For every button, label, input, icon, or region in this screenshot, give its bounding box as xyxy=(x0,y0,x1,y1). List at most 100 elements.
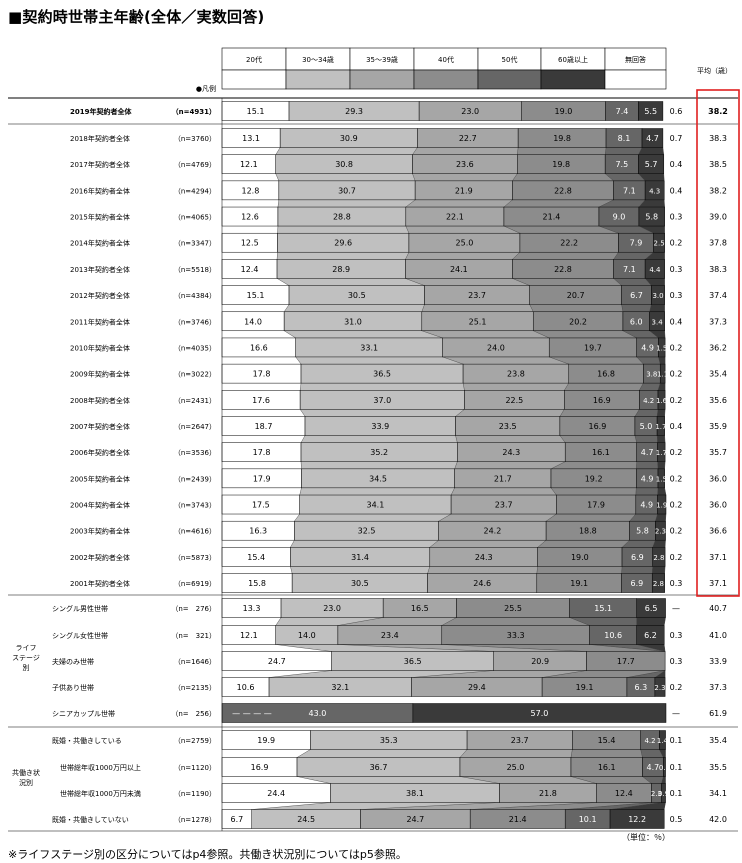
data-label: 4.7 xyxy=(641,448,654,457)
data-label: 57.0 xyxy=(531,709,549,718)
no-answer-value: 0.3 xyxy=(670,631,683,640)
connector-band xyxy=(405,252,520,260)
average-value: 42.0 xyxy=(709,815,727,824)
connector-line xyxy=(459,749,468,758)
connector-band xyxy=(222,226,278,234)
data-label: 2.3 xyxy=(651,790,662,798)
connector-line xyxy=(442,356,464,365)
data-label: 20.9 xyxy=(531,657,549,666)
data-label: 6.5 xyxy=(645,604,658,613)
connector-line xyxy=(621,304,624,312)
row-n-label: （n=1120） xyxy=(174,764,216,772)
data-label: 22.8 xyxy=(554,186,572,195)
no-answer-value: 0.2 xyxy=(670,370,683,379)
bar-segment xyxy=(641,128,664,148)
data-label: — — — — xyxy=(232,709,272,718)
connector-line xyxy=(462,383,465,391)
data-label: 10.6 xyxy=(237,683,255,692)
connector-band xyxy=(290,566,430,574)
data-label: 34.5 xyxy=(369,474,387,483)
data-label: 1.9 xyxy=(656,502,667,510)
data-label: 2.3 xyxy=(655,528,666,536)
connector-band xyxy=(411,670,587,678)
data-label: 16.3 xyxy=(249,527,267,536)
no-answer-value: 0.1 xyxy=(670,736,683,745)
row-label: 既婚・共働きしていない xyxy=(52,815,129,824)
connector-band xyxy=(429,540,547,548)
connector-line xyxy=(290,566,293,574)
legend-item: 50代 xyxy=(477,47,542,90)
connector-band xyxy=(454,461,566,469)
connector-band xyxy=(652,566,666,574)
row-label: 2003年契約者全体 xyxy=(70,527,130,536)
connector-line xyxy=(613,252,619,260)
bar-segment xyxy=(586,651,666,671)
data-label: 6.7 xyxy=(630,291,643,300)
row-n-label: （n= 321） xyxy=(171,632,216,640)
connector-band xyxy=(533,330,637,338)
connector-band xyxy=(598,199,646,208)
connector-line xyxy=(656,409,659,417)
data-label: 23.7 xyxy=(468,291,486,300)
row-n-label: （n=3347） xyxy=(174,240,216,248)
connector-band xyxy=(634,435,658,443)
connector-band xyxy=(301,435,458,443)
connector-band xyxy=(405,278,530,286)
data-label: 0.9 xyxy=(658,790,669,798)
legend-label: 35～39歳 xyxy=(366,55,398,64)
connector-line xyxy=(605,173,614,182)
data-label: 16.8 xyxy=(597,370,615,379)
data-label: 4.7 xyxy=(647,763,660,772)
connector-band xyxy=(570,776,652,784)
data-label: 9.0 xyxy=(613,213,626,222)
connector-band xyxy=(659,749,666,758)
connector-line xyxy=(638,147,643,155)
connector-line xyxy=(405,225,410,234)
connector-line xyxy=(550,461,566,470)
connector-line xyxy=(640,749,643,758)
data-label: 4.2 xyxy=(643,397,654,405)
legend-item: 無回答 xyxy=(604,47,667,90)
data-label: 4.4 xyxy=(649,266,661,274)
data-label: 24.5 xyxy=(297,815,315,824)
connector-band xyxy=(629,514,658,522)
data-label: 21.8 xyxy=(539,789,557,798)
data-label: 15.4 xyxy=(247,553,265,562)
group-label-dualincome: 共働き状況別 xyxy=(12,768,40,787)
connector-band xyxy=(470,802,652,810)
connector-line xyxy=(564,383,569,391)
row-label: 子供あり世帯 xyxy=(52,683,94,692)
data-label: 1.7 xyxy=(656,449,667,457)
data-label: 21.7 xyxy=(494,474,512,483)
connector-band xyxy=(222,617,282,626)
connector-band xyxy=(536,566,623,574)
no-answer-value: 0.2 xyxy=(670,474,683,483)
no-answer-value: 0.4 xyxy=(670,160,683,169)
data-label: 15.1 xyxy=(594,604,612,613)
connector-band xyxy=(269,670,494,678)
connector-line xyxy=(649,304,652,312)
data-label: 3.4 xyxy=(652,318,664,326)
row-n-label: （n=2135） xyxy=(174,684,216,692)
connector-line xyxy=(441,617,457,626)
row-label: 2015年契約者全体 xyxy=(70,213,130,222)
average-value: 36.0 xyxy=(709,501,727,510)
data-label: 10.6 xyxy=(604,631,622,640)
chart-title: ■契約時世帯主年齢(全体／実数回答) xyxy=(8,8,265,26)
legend-label: 30～34歳 xyxy=(302,55,334,64)
connector-line xyxy=(438,513,452,522)
connector-band xyxy=(537,540,630,548)
connector-band xyxy=(638,199,665,208)
bar-segment xyxy=(654,677,666,697)
bar-segment xyxy=(659,363,666,384)
legend-swatch xyxy=(604,69,667,90)
connector-band xyxy=(455,435,566,443)
connector-line xyxy=(455,435,458,443)
connector-band xyxy=(222,776,331,784)
average-value: 41.0 xyxy=(709,631,727,640)
row-n-label: （n=3743） xyxy=(174,502,216,510)
data-label: 17.9 xyxy=(253,474,271,483)
average-column-header: 平均（歳） xyxy=(697,67,732,75)
data-label: 16.5 xyxy=(411,604,429,613)
bar-segment xyxy=(636,625,665,645)
